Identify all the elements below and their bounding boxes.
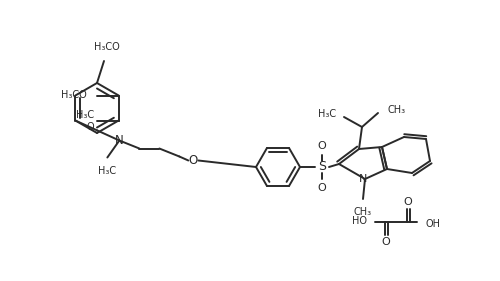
Text: CH₃: CH₃ (388, 105, 406, 115)
Text: O: O (318, 141, 326, 151)
Text: O: O (382, 237, 390, 247)
Text: OH: OH (425, 219, 440, 229)
Text: H₃C: H₃C (98, 166, 116, 176)
Text: O: O (404, 197, 412, 207)
Text: S: S (318, 160, 326, 173)
Text: O: O (86, 121, 94, 132)
Text: H₃C: H₃C (318, 109, 336, 119)
Text: O: O (188, 154, 198, 167)
Text: H₃CO: H₃CO (94, 42, 120, 52)
Text: CH₃: CH₃ (354, 207, 372, 217)
Text: O: O (318, 183, 326, 193)
Text: H₃C: H₃C (76, 110, 94, 121)
Text: H₃CO: H₃CO (61, 90, 86, 101)
Text: HO: HO (352, 216, 367, 226)
Text: N: N (359, 174, 367, 184)
Text: N: N (115, 134, 124, 147)
